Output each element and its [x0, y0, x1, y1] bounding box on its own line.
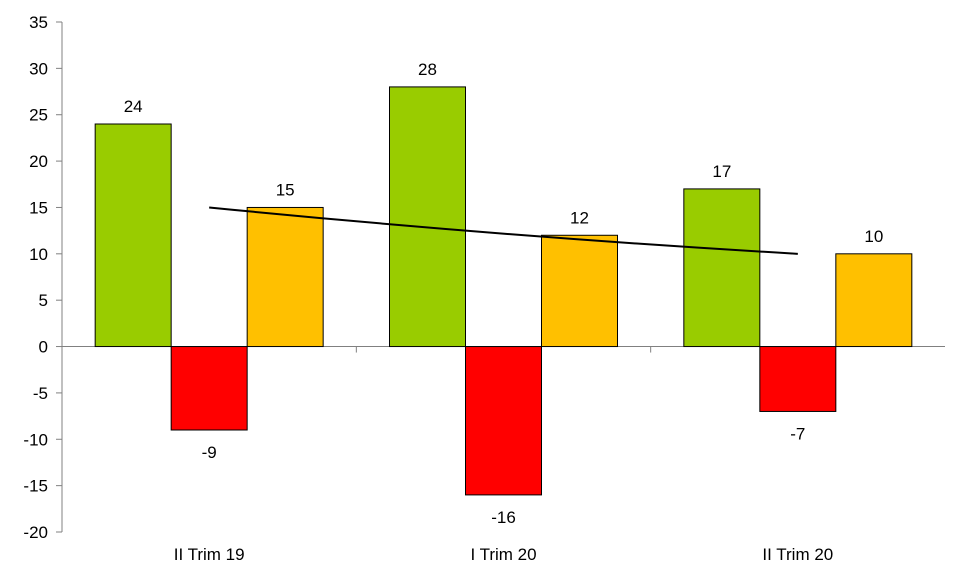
- data-label: 15: [276, 180, 295, 199]
- y-tick-label: -15: [23, 477, 48, 496]
- bar: [835, 253, 913, 348]
- x-tick-label: II Trim 20: [762, 545, 833, 564]
- x-tick-label: II Trim 19: [174, 545, 245, 564]
- x-tick-label: I Trim 20: [470, 545, 536, 564]
- bar: [541, 234, 618, 348]
- y-tick-label: -5: [33, 384, 48, 403]
- bar: [246, 206, 324, 348]
- data-label: 24: [124, 97, 143, 116]
- data-label: 10: [864, 227, 883, 246]
- bar: [759, 346, 837, 412]
- data-label: -16: [491, 508, 516, 527]
- bar: [465, 346, 542, 496]
- bar: [389, 86, 466, 348]
- y-tick-label: 5: [39, 291, 48, 310]
- bar: [683, 188, 761, 348]
- y-tick-label: 15: [29, 198, 48, 217]
- data-label: 17: [712, 162, 731, 181]
- y-tick-label: 0: [39, 338, 48, 357]
- y-tick-label: 10: [29, 245, 48, 264]
- bar: [170, 346, 248, 431]
- y-tick-label: -20: [23, 523, 48, 542]
- data-label: 12: [570, 208, 589, 227]
- bar: [94, 123, 172, 348]
- data-label: -9: [202, 443, 217, 462]
- data-label: 28: [418, 60, 437, 79]
- trend-line: [209, 206, 798, 255]
- y-tick-label: 30: [29, 59, 48, 78]
- y-tick-label: 25: [29, 106, 48, 125]
- y-tick-label: 20: [29, 152, 48, 171]
- y-tick-label: 35: [29, 13, 48, 32]
- data-label: -7: [790, 424, 805, 443]
- y-tick-label: -10: [23, 430, 48, 449]
